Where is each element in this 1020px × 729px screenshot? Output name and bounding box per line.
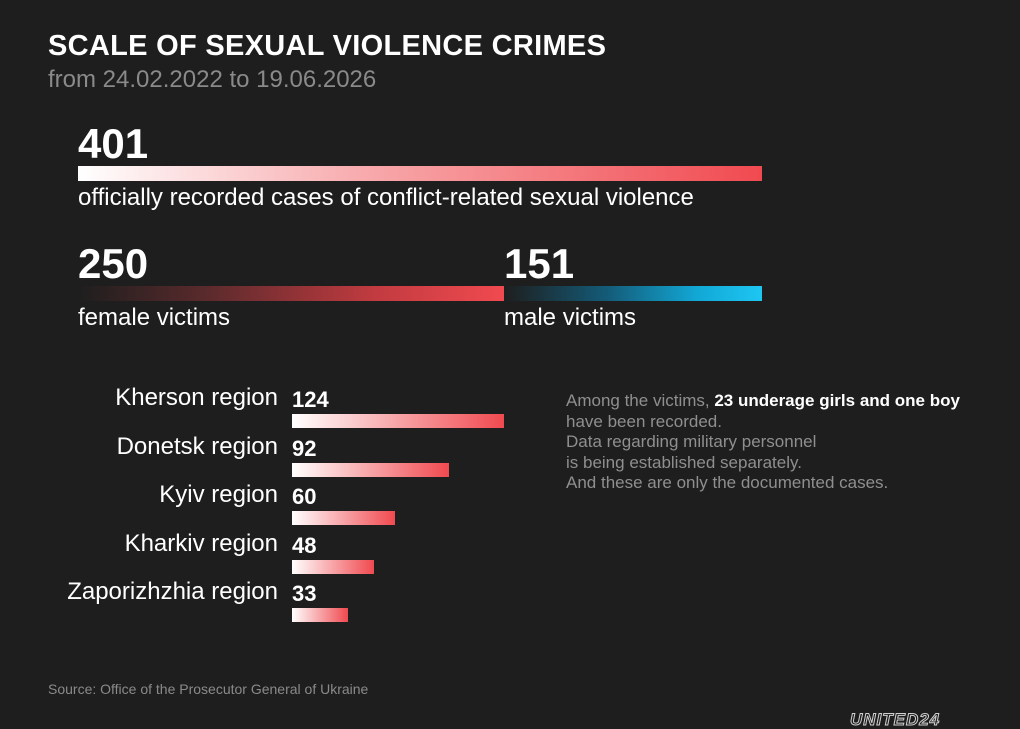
region-bar bbox=[292, 462, 449, 477]
region-value-label: 124 bbox=[292, 387, 329, 412]
total-label: officially recorded cases of conflict-re… bbox=[78, 184, 694, 211]
page-subtitle: from 24.02.2022 to 19.06.2026 bbox=[48, 66, 377, 93]
region-value-label: 92 bbox=[292, 435, 317, 461]
source-text: Source: Office of the Prosecutor General… bbox=[48, 681, 369, 697]
female-value: 250 bbox=[78, 240, 149, 287]
region-bar bbox=[292, 414, 504, 428]
total-value: 401 bbox=[78, 120, 149, 167]
note-highlight: 23 underage girls and one boy bbox=[714, 391, 960, 410]
region-label: Kyiv region bbox=[159, 481, 278, 508]
male-bar bbox=[504, 286, 762, 301]
total-bar bbox=[78, 166, 762, 181]
region-label: Kherson region bbox=[115, 384, 278, 411]
note-line2: Data regarding military personnel bbox=[566, 432, 817, 451]
note-part1: Among the victims, bbox=[566, 391, 715, 410]
note-part2: have been recorded. bbox=[566, 411, 722, 431]
page-title: SCALE OF SEXUAL VIOLENCE CRIMES bbox=[48, 30, 607, 62]
region-label: Donetsk region bbox=[116, 432, 278, 460]
brand-logo: UNITED24 bbox=[849, 710, 941, 729]
note-text: Among the victims, 23 underage girls and… bbox=[566, 391, 986, 494]
region-value-label: 33 bbox=[292, 581, 317, 606]
region-bar bbox=[292, 511, 395, 525]
region-value-label: 48 bbox=[292, 532, 317, 558]
note-line3: is being established separately. bbox=[566, 452, 802, 472]
female-bar bbox=[78, 286, 504, 301]
female-label: female victims bbox=[78, 304, 231, 331]
region-value-label: 60 bbox=[292, 484, 317, 509]
region-label: Zaporizhzhia region bbox=[67, 578, 278, 605]
region-bar bbox=[292, 559, 374, 574]
region-bar bbox=[292, 608, 348, 622]
male-label: male victims bbox=[504, 304, 637, 331]
region-label: Kharkiv region bbox=[124, 529, 278, 557]
male-value: 151 bbox=[504, 240, 575, 287]
note-line4: And these are only the documented cases. bbox=[566, 473, 889, 492]
